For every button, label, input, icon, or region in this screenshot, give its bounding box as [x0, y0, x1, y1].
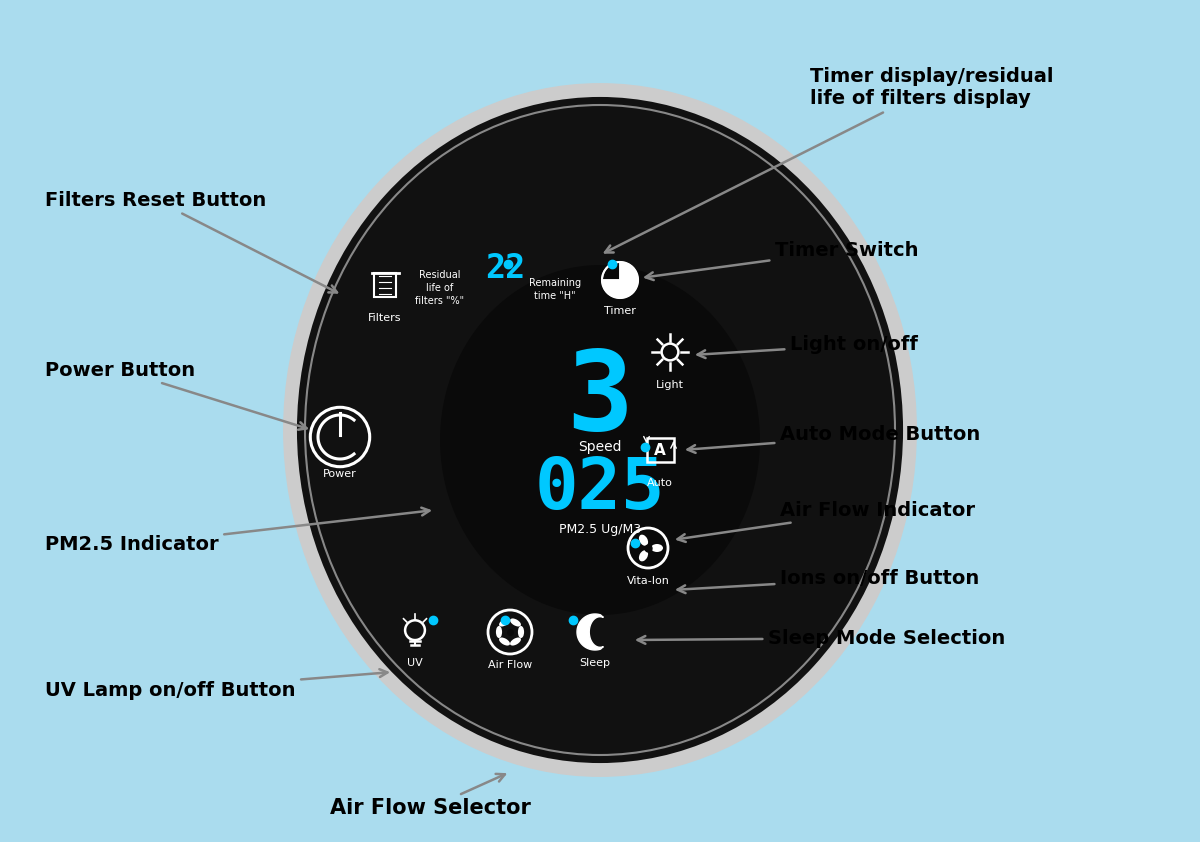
Text: 22: 22	[485, 252, 526, 285]
Ellipse shape	[499, 637, 510, 646]
Text: Light: Light	[656, 380, 684, 390]
Text: Residual: Residual	[419, 270, 461, 280]
Text: Timer Switch: Timer Switch	[646, 241, 918, 280]
Text: A: A	[654, 444, 666, 458]
Text: 025: 025	[535, 456, 665, 525]
Text: Power Button: Power Button	[46, 360, 307, 429]
Text: 3: 3	[566, 347, 634, 454]
Text: UV Lamp on/off Button: UV Lamp on/off Button	[46, 669, 388, 700]
Ellipse shape	[638, 535, 648, 546]
Ellipse shape	[499, 618, 510, 626]
Text: Light on/off: Light on/off	[697, 335, 918, 358]
Ellipse shape	[496, 626, 502, 638]
Ellipse shape	[650, 544, 662, 552]
Text: Air Flow Selector: Air Flow Selector	[330, 774, 530, 818]
Ellipse shape	[518, 626, 524, 638]
Ellipse shape	[290, 90, 910, 770]
Text: Air Flow: Air Flow	[488, 660, 532, 670]
Text: UV: UV	[407, 658, 422, 668]
Text: Auto Mode Button: Auto Mode Button	[688, 425, 980, 453]
Text: Speed: Speed	[578, 440, 622, 454]
Text: life of: life of	[426, 283, 454, 293]
Text: PM2.5 Indicator: PM2.5 Indicator	[46, 508, 430, 555]
Ellipse shape	[510, 618, 521, 626]
Text: Timer: Timer	[604, 306, 636, 316]
Text: Timer display/residual
life of filters display: Timer display/residual life of filters d…	[605, 67, 1054, 253]
Text: Vita-Ion: Vita-Ion	[626, 576, 670, 586]
Text: time "H": time "H"	[534, 291, 576, 301]
Text: Air Flow Indicator: Air Flow Indicator	[678, 500, 974, 542]
Polygon shape	[577, 614, 604, 650]
Text: Ions on/off Button: Ions on/off Button	[678, 568, 979, 593]
Text: Filters: Filters	[368, 313, 402, 323]
Text: Sleep: Sleep	[580, 658, 611, 668]
Text: PM2.5 Ug/M3: PM2.5 Ug/M3	[559, 524, 641, 536]
Ellipse shape	[638, 550, 648, 562]
Ellipse shape	[440, 265, 760, 615]
Ellipse shape	[510, 637, 521, 646]
Text: Filters Reset Button: Filters Reset Button	[46, 190, 337, 292]
Text: Power: Power	[323, 469, 356, 479]
Text: Auto: Auto	[647, 478, 673, 488]
Wedge shape	[602, 262, 638, 298]
Text: Sleep Mode Selection: Sleep Mode Selection	[637, 628, 1006, 647]
Text: filters "%": filters "%"	[415, 296, 464, 306]
Text: Remaining: Remaining	[529, 278, 581, 288]
